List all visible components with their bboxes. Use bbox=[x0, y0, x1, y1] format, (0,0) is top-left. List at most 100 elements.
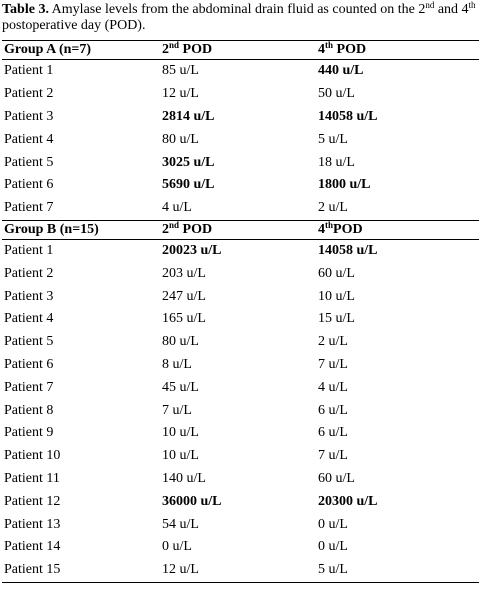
group-header: Group B (n=15) bbox=[2, 219, 160, 240]
column-header: 2nd POD bbox=[160, 219, 316, 240]
patient-cell: Patient 10 bbox=[4, 448, 61, 464]
value-cell: 60 u/L bbox=[318, 470, 355, 486]
value-cell: 2 u/L bbox=[318, 334, 348, 350]
patient-cell: Patient 3 bbox=[4, 288, 54, 304]
value-cell: 20023 u/L bbox=[162, 242, 222, 258]
data-row: Patient 13 54 u/L 0 u/L bbox=[2, 513, 479, 536]
value-cell: 85 u/L bbox=[162, 63, 199, 79]
patient-cell: Patient 7 bbox=[4, 200, 54, 216]
patient-cell: Patient 4 bbox=[4, 311, 54, 327]
value-cell: 1800 u/L bbox=[318, 177, 371, 193]
value-cell: 60 u/L bbox=[318, 265, 355, 281]
column-header: 4th POD bbox=[316, 40, 479, 60]
data-row: Patient 8 7 u/L 6 u/L bbox=[2, 399, 479, 422]
patient-cell: Patient 2 bbox=[4, 86, 54, 102]
value-cell: 7 u/L bbox=[162, 402, 192, 418]
value-cell: 80 u/L bbox=[162, 334, 199, 350]
data-row: Patient 4 165 u/L 15 u/L bbox=[2, 308, 479, 331]
value-cell: 10 u/L bbox=[162, 425, 199, 441]
data-row: Patient 5 3025 u/L 18 u/L bbox=[2, 151, 479, 174]
value-cell: 10 u/L bbox=[162, 448, 199, 464]
patient-cell: Patient 4 bbox=[4, 131, 54, 147]
data-row: Patient 1 85 u/L 440 u/L bbox=[2, 60, 479, 83]
patient-cell: Patient 1 bbox=[4, 63, 54, 79]
value-cell: 203 u/L bbox=[162, 265, 206, 281]
header-superscript: nd bbox=[169, 40, 180, 50]
data-row: Patient 2 203 u/L 60 u/L bbox=[2, 262, 479, 285]
value-cell: 5 u/L bbox=[316, 558, 479, 583]
value-cell: 5690 u/L bbox=[162, 177, 215, 193]
value-cell: 20300 u/L bbox=[318, 493, 378, 509]
data-row: Patient 3 2814 u/L 14058 u/L bbox=[2, 106, 479, 129]
header-number: 2 bbox=[162, 42, 169, 57]
data-row: Patient 6 8 u/L 7 u/L bbox=[2, 354, 479, 377]
value-cell: 7 u/L bbox=[318, 356, 348, 372]
value-cell: 0 u/L bbox=[318, 516, 348, 532]
group-header: Group A (n=7) bbox=[2, 40, 160, 60]
caption-text: 2 bbox=[418, 2, 426, 17]
value-cell: 6 u/L bbox=[318, 402, 348, 418]
caption-text: postoperative day (POD). bbox=[2, 18, 146, 33]
header-row: Group A (n=7) 2nd POD 4th POD bbox=[2, 40, 479, 60]
caption-superscript: th bbox=[468, 0, 476, 10]
value-cell: 14058 u/L bbox=[318, 108, 378, 124]
patient-cell: Patient 14 bbox=[4, 539, 61, 555]
table-caption: Table 3. Amylase levels from the abdomin… bbox=[2, 0, 479, 40]
value-cell: 2814 u/L bbox=[162, 108, 215, 124]
value-cell: 80 u/L bbox=[162, 131, 199, 147]
value-cell: 54 u/L bbox=[162, 516, 199, 532]
value-cell: 36000 u/L bbox=[162, 493, 222, 509]
value-cell: 50 u/L bbox=[318, 86, 355, 102]
data-row: Patient 4 80 u/L 5 u/L bbox=[2, 128, 479, 151]
header-row: Group B (n=15) 2nd POD 4thPOD bbox=[2, 219, 479, 240]
value-cell: 14058 u/L bbox=[318, 242, 378, 258]
value-cell: 12 u/L bbox=[162, 86, 199, 102]
value-cell: 4 u/L bbox=[318, 379, 348, 395]
data-row: Patient 10 10 u/L 7 u/L bbox=[2, 445, 479, 468]
data-row: Patient 9 10 u/L 6 u/L bbox=[2, 422, 479, 445]
document: Table 3. Amylase levels from the abdomin… bbox=[2, 0, 479, 583]
data-row: Patient 14 0 u/L 0 u/L bbox=[2, 536, 479, 559]
data-row: Patient 11 140 u/L 60 u/L bbox=[2, 468, 479, 491]
data-row: Patient 1 20023 u/L 14058 u/L bbox=[2, 239, 479, 262]
header-text: POD bbox=[333, 42, 367, 57]
data-row: Patient 12 36000 u/L 20300 u/L bbox=[2, 490, 479, 513]
value-cell: 18 u/L bbox=[318, 154, 355, 170]
header-text: POD bbox=[179, 42, 213, 57]
value-cell: 2 u/L bbox=[318, 200, 348, 216]
value-cell: 45 u/L bbox=[162, 379, 199, 395]
patient-cell: Patient 12 bbox=[4, 493, 61, 509]
caption-text: Amylase levels from the abdominal drain … bbox=[48, 2, 419, 17]
patient-cell: Patient 13 bbox=[4, 516, 61, 532]
header-text: POD bbox=[179, 221, 213, 237]
value-cell: 15 u/L bbox=[318, 311, 355, 327]
caption-text: 4 bbox=[461, 2, 469, 17]
caption-label: Table 3. bbox=[2, 2, 49, 17]
header-number: 2 bbox=[162, 221, 169, 237]
table: Group A (n=7) 2nd POD 4th POD Patient 1 85 u… bbox=[2, 40, 479, 583]
patient-cell: Patient 6 bbox=[4, 177, 54, 193]
patient-cell: Patient 7 bbox=[4, 379, 54, 395]
header-number: 4 bbox=[318, 42, 325, 57]
value-cell: 140 u/L bbox=[162, 470, 206, 486]
value-cell: 10 u/L bbox=[318, 288, 355, 304]
data-row: Patient 7 45 u/L 4 u/L bbox=[2, 376, 479, 399]
patient-cell: Patient 2 bbox=[4, 265, 54, 281]
patient-cell: Patient 5 bbox=[4, 154, 54, 170]
patient-cell: Patient 6 bbox=[4, 356, 54, 372]
caption-superscript: nd bbox=[425, 0, 435, 10]
data-row: Patient 7 4 u/L 2 u/L bbox=[2, 197, 479, 220]
caption-text: and bbox=[434, 2, 462, 17]
patient-cell: Patient 5 bbox=[4, 334, 54, 350]
data-row: Patient 2 12 u/L 50 u/L bbox=[2, 83, 479, 106]
value-cell: 4 u/L bbox=[162, 200, 192, 216]
header-superscript: nd bbox=[169, 219, 180, 230]
value-cell: 165 u/L bbox=[162, 311, 206, 327]
header-number: 4 bbox=[318, 221, 325, 237]
header-superscript: th bbox=[325, 40, 334, 50]
patient-cell: Patient 15 bbox=[2, 558, 160, 583]
value-cell: 0 u/L bbox=[162, 539, 192, 555]
value-cell: 6 u/L bbox=[318, 425, 348, 441]
data-row: Patient 6 5690 u/L 1800 u/L bbox=[2, 174, 479, 197]
